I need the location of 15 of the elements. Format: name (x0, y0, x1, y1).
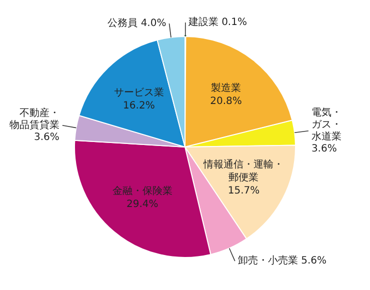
data-label: 3.6% (34, 132, 60, 143)
data-label: 20.8% (210, 96, 242, 107)
slice-label: 公務員 4.0% (108, 17, 166, 30)
data-label: 16.2% (123, 100, 155, 112)
slice-label: 不動産・物品賃貸業 (9, 106, 60, 131)
data-label: 15.7% (228, 185, 260, 196)
data-label: 3.6% (311, 143, 337, 154)
data-label: 29.4% (126, 198, 158, 210)
slice-label: サービス業 (114, 86, 164, 98)
slice-label: 金融・保険業 (112, 184, 172, 197)
slice-label: 卸売・小売業 5.6% (238, 254, 327, 267)
slice-label: 建設業 0.1% (187, 16, 247, 28)
slice-label: 情報通信・運輸・郵便業 (202, 158, 284, 184)
slice-label: 電気・ガス・水道業 (311, 107, 342, 142)
slice-label: 製造業 (210, 82, 241, 94)
